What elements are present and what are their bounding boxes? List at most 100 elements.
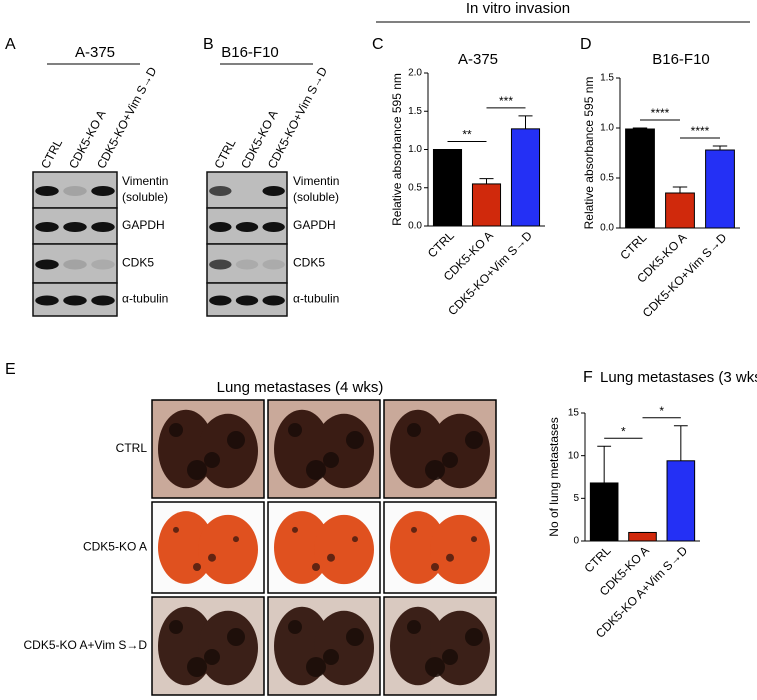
bar — [705, 149, 735, 229]
bar — [510, 128, 541, 227]
error-bar — [673, 425, 688, 461]
blot-band — [35, 186, 59, 196]
lung-nodule — [169, 423, 183, 437]
lung-nodule — [446, 553, 454, 562]
x-tick-label: CTRL — [425, 228, 457, 260]
lung-nodule — [442, 452, 458, 468]
y-tick-label: 1.5 — [408, 106, 422, 117]
blot-row-label: α-tubulin — [293, 292, 339, 306]
error-bar — [672, 186, 688, 193]
bar — [665, 192, 695, 229]
lung-nodule — [288, 620, 302, 634]
bar — [628, 531, 657, 542]
blot-band — [262, 186, 285, 196]
y-tick-label: 1.0 — [600, 123, 614, 134]
x-tick-label: CTRL — [581, 543, 613, 575]
lung-nodule — [204, 452, 220, 468]
y-axis-label: Relative absorbance 595 nm — [582, 77, 596, 230]
lung-nodule — [292, 526, 298, 533]
lung-nodule — [227, 431, 245, 449]
lung-nodule — [323, 649, 339, 665]
bar — [432, 149, 463, 227]
lung-nodule — [352, 536, 358, 543]
panel-label: E — [5, 361, 16, 378]
y-tick-label: 0.0 — [408, 221, 422, 232]
lung-nodule — [431, 563, 439, 571]
blot-band — [262, 222, 285, 232]
blot-band — [63, 295, 87, 306]
blot-row-label: Vimentin (soluble) — [293, 174, 339, 204]
blot-band — [35, 295, 59, 306]
blot-band — [209, 186, 232, 196]
y-tick-label: 0.5 — [408, 182, 422, 193]
lung-nodule — [208, 553, 216, 562]
lung-nodule — [407, 423, 421, 437]
lung-nodule — [227, 628, 245, 646]
y-tick-label: 10 — [568, 450, 580, 461]
lung-nodule — [346, 628, 364, 646]
panel-label: B — [203, 36, 214, 53]
bar — [471, 183, 502, 227]
blot-band — [235, 222, 259, 232]
blot-band — [209, 295, 232, 306]
lung-nodule — [288, 423, 302, 437]
blot-band — [35, 222, 59, 232]
cell-line: A-375 — [75, 44, 115, 61]
lung-nodule — [465, 431, 483, 449]
y-tick-label: 1.5 — [600, 73, 614, 84]
lung-nodule — [425, 657, 445, 677]
lung-nodule — [312, 563, 320, 571]
lung-nodule — [323, 452, 339, 468]
significance-label: **** — [691, 124, 710, 138]
blot-row-label-line: (soluble) — [293, 190, 339, 204]
lung-nodule — [442, 649, 458, 665]
lung-nodule — [425, 460, 445, 480]
y-tick-label: 0 — [573, 536, 579, 547]
blot-band — [91, 186, 115, 196]
blot-band — [91, 222, 115, 232]
blot-band — [91, 259, 115, 270]
bar — [625, 128, 655, 229]
lung-lobe — [198, 514, 258, 585]
lung-nodule — [187, 657, 207, 677]
lane-label: CTRL — [211, 136, 238, 171]
error-bar — [632, 127, 648, 129]
lung-nodule — [465, 628, 483, 646]
panel-label: F — [583, 369, 593, 386]
blot-row-label-line: Vimentin — [122, 174, 168, 188]
error-bar — [479, 178, 494, 184]
blot-band — [35, 259, 59, 270]
chart-title: A-375 — [458, 51, 498, 68]
lung-lobe — [198, 413, 258, 489]
blot-row-label: GAPDH — [122, 218, 165, 232]
blot-row-label-line: (soluble) — [122, 190, 168, 204]
error-bar — [518, 115, 533, 129]
lung-nodule — [193, 563, 201, 571]
lung-nodule — [306, 460, 326, 480]
blot-row-label: GAPDH — [293, 218, 336, 232]
chart-title: Lung metastases (3 wks) — [600, 369, 757, 386]
panel-label: D — [580, 36, 592, 53]
blot-band — [209, 222, 232, 232]
y-axis-label: No of lung metastases — [547, 417, 561, 536]
lung-lobe — [198, 610, 258, 686]
lung-nodule — [233, 536, 239, 543]
lung-nodule — [187, 460, 207, 480]
lane-label: CTRL — [38, 136, 65, 171]
blot-row-label: CDK5 — [122, 256, 154, 270]
blot-band — [262, 259, 285, 270]
bar — [589, 482, 619, 542]
cell-line: B16-F10 — [221, 44, 279, 61]
significance-label: * — [621, 424, 626, 438]
significance-label: **** — [651, 106, 670, 120]
lung-title: Lung metastases (4 wks) — [217, 379, 384, 396]
y-tick-label: 15 — [568, 408, 580, 419]
lung-nodule — [407, 620, 421, 634]
blot-row-label: CDK5 — [293, 256, 325, 270]
blot-band — [91, 295, 115, 306]
chart-title: B16-F10 — [652, 51, 710, 68]
row-label: CTRL — [116, 441, 148, 455]
lung-nodule — [346, 431, 364, 449]
blot-band — [262, 295, 285, 306]
